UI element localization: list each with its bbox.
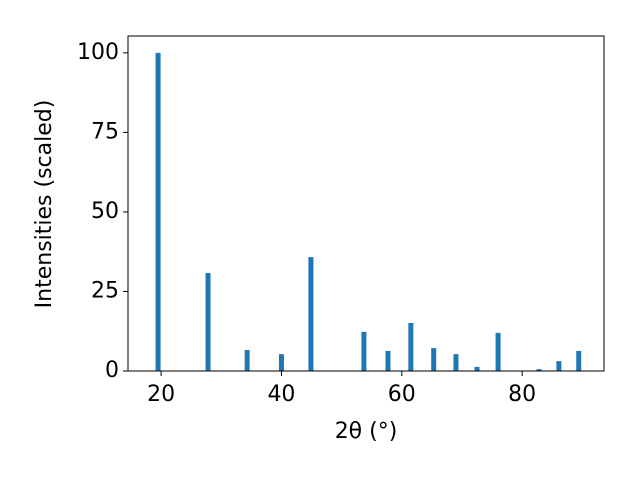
bar	[556, 361, 562, 371]
y-tick-label: 0	[105, 358, 119, 383]
bar	[244, 350, 250, 371]
plot-frame	[127, 35, 605, 372]
y-tick-label: 75	[91, 119, 119, 144]
y-tick-label: 100	[77, 40, 119, 65]
y-axis-label: Intensities (scaled)	[32, 100, 57, 309]
bar	[278, 354, 284, 371]
x-tick-label: 60	[388, 382, 416, 407]
x-tick-label: 20	[147, 382, 175, 407]
x-tick-label: 80	[508, 382, 536, 407]
bar	[474, 366, 480, 371]
x-axis-label: 2θ (°)	[335, 419, 398, 444]
bar	[155, 52, 161, 371]
y-tick-label: 25	[91, 278, 119, 303]
bar	[495, 332, 501, 371]
bar	[536, 369, 542, 371]
bar	[453, 354, 459, 371]
bar	[361, 331, 367, 371]
bar	[385, 350, 391, 371]
bar	[205, 273, 211, 371]
bar	[576, 350, 582, 371]
bar	[308, 257, 314, 371]
bar	[431, 348, 437, 371]
y-tick-label: 50	[91, 199, 119, 224]
bar	[408, 322, 414, 371]
x-tick-label: 40	[267, 382, 295, 407]
